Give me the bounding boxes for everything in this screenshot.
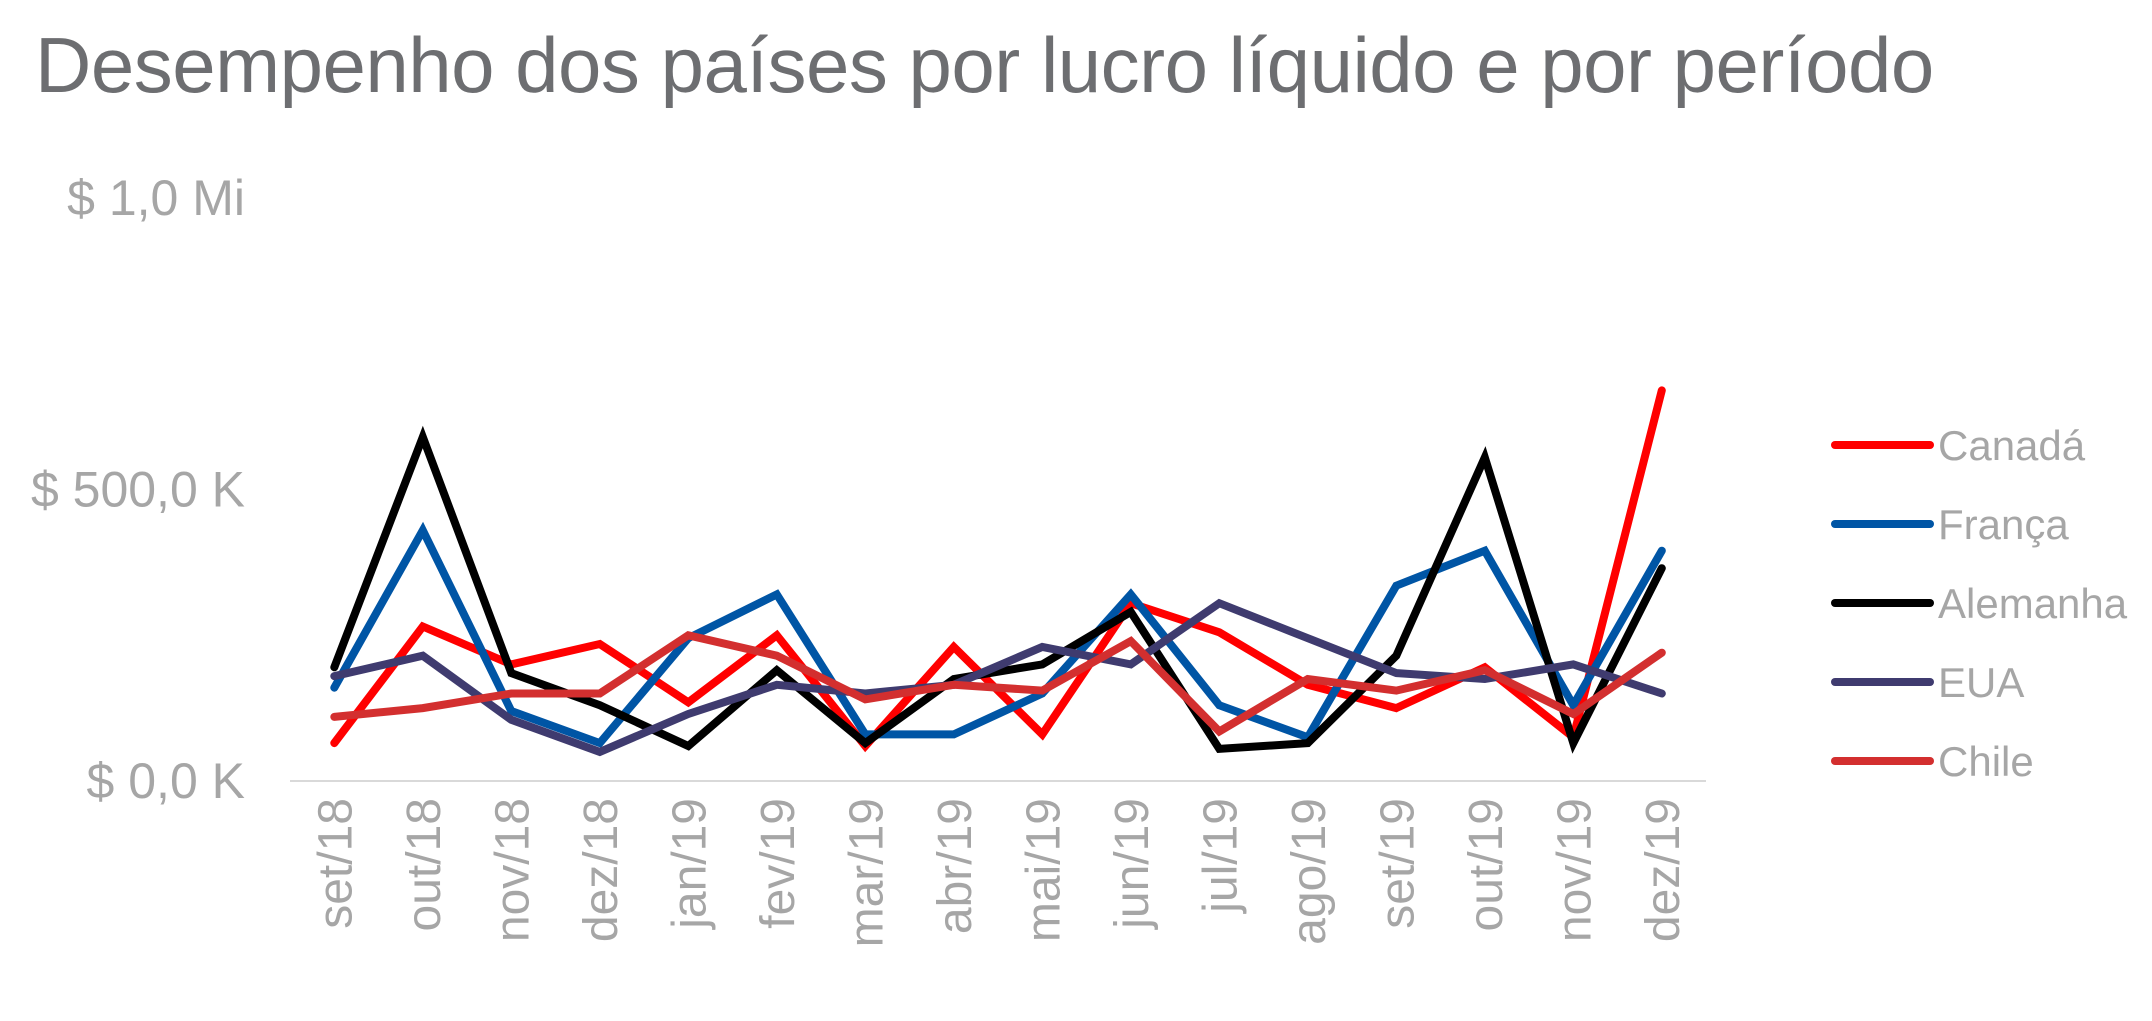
legend-label: Chile [1938,738,2034,785]
series-line-4 [330,598,1666,757]
x-tick-label: jul/19 [1194,798,1247,915]
legend-label: Alemanha [1938,580,2128,627]
legend-label: França [1938,501,2069,548]
x-tick-label: fev/19 [752,798,805,929]
chart-title: Desempenho dos países por lucro líquido … [35,21,1934,109]
x-tick-label: mar/19 [840,798,893,947]
plot-lines [330,386,1666,757]
x-tick-label: out/19 [1460,798,1513,931]
legend: Canadá França Alemanha EUA Chile [1831,422,2128,785]
x-tick-label: set/19 [1371,798,1424,929]
x-tick-label: out/18 [398,798,451,931]
x-tick-label: jun/19 [1106,798,1159,931]
x-tick-label: abr/19 [929,798,982,934]
series-line-5 [330,631,1666,737]
y-tick-label: $ 0,0 K [87,753,245,809]
y-tick-label: $ 500,0 K [31,462,245,518]
x-tick-label: nov/19 [1548,798,1601,942]
x-tick-label: ago/19 [1283,798,1336,945]
x-tick-label: dez/19 [1637,798,1690,942]
series-line-3 [330,425,1666,754]
x-tick-label: nov/18 [486,798,539,942]
y-axis: $ 0,0 K $ 500,0 K $ 1,0 Mi [31,170,245,809]
y-tick-label: $ 1,0 Mi [67,170,245,226]
series-line-2 [330,521,1666,748]
x-axis: set/18 out/18 nov/18 dez/18 jan/19 fev/19 mar/… [309,798,1690,947]
x-tick-label: mai/19 [1017,798,1070,942]
legend-label: EUA [1938,659,2024,706]
x-tick-label: dez/18 [575,798,628,942]
x-tick-label: jan/19 [663,798,716,931]
legend-label: Canadá [1938,422,2086,469]
x-tick-label: set/18 [309,798,362,929]
